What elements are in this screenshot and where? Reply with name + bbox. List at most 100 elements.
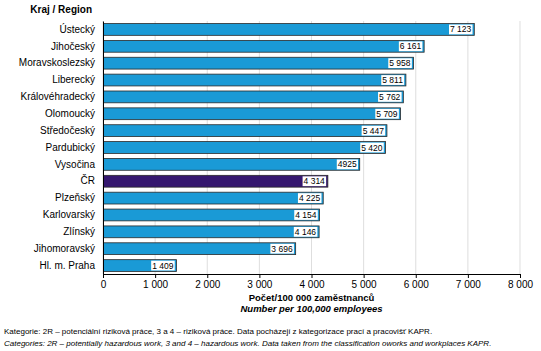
data-label-group: 7 123: [449, 24, 473, 34]
x-tick-label: 1 000: [143, 279, 168, 290]
grid-line: [415, 21, 416, 274]
data-label-group: 6 161: [399, 41, 423, 51]
y-tick: Středočeský: [40, 125, 103, 136]
data-label-bg: [294, 227, 318, 237]
bar: [103, 142, 386, 154]
x-tick: 7 000: [456, 274, 481, 290]
y-tick-label: ČR: [81, 174, 95, 186]
x-axis-title: Number per 100,000 employees: [240, 303, 382, 314]
x-tick-mark: [312, 274, 313, 278]
bar: [103, 40, 424, 52]
data-label: 4 225: [299, 193, 321, 203]
data-label: 3 696: [271, 244, 293, 254]
x-tick-label: 4 000: [299, 279, 324, 290]
data-label-bg: [270, 244, 294, 254]
x-tick: 3 000: [247, 274, 272, 290]
y-tick: Ústecký: [59, 23, 103, 35]
x-tick-mark: [259, 274, 260, 278]
bar: [103, 108, 401, 120]
x-tick-mark: [364, 274, 365, 278]
y-tick-label: Pardubický: [46, 142, 95, 153]
y-tick-label: Ústecký: [59, 23, 95, 35]
x-axis: 0 1 000 2 000 3 000 4 000 5 000 6 000 7 000 8 00…: [101, 274, 534, 290]
x-tick: 1 000: [143, 274, 168, 290]
y-tick-label: Jihomoravský: [34, 243, 95, 254]
data-label-group: 4 154: [294, 210, 318, 220]
x-tick-label: 0: [101, 279, 107, 290]
y-tick: Hl. m. Praha: [39, 260, 103, 271]
data-label-group: 4 146: [294, 227, 318, 237]
data-label-group: 4 314: [303, 176, 327, 186]
y-tick-label: Vysočina: [55, 159, 96, 170]
bar: [103, 192, 323, 204]
data-label-bg: [294, 210, 318, 220]
y-tick-label: Královéhradecký: [21, 91, 95, 102]
bar: [103, 91, 403, 103]
data-label-group: 3 696: [270, 244, 294, 254]
data-label: 6 161: [400, 41, 422, 51]
data-label: 4925: [338, 159, 357, 169]
bar: [103, 226, 319, 238]
y-tick: Moravskoslezský: [19, 57, 103, 68]
y-tick-label: Hl. m. Praha: [39, 260, 95, 271]
y-axis-line: [103, 22, 104, 275]
x-tick-label: 3 000: [247, 279, 272, 290]
data-label: 1 409: [152, 261, 174, 271]
x-tick-label: 2 000: [195, 279, 220, 290]
y-tick: Olomoucký: [45, 108, 103, 119]
y-tick: ČR: [81, 174, 103, 186]
data-label-bg: [362, 126, 386, 136]
data-label-group: 5 762: [378, 92, 402, 102]
bar: [103, 175, 328, 187]
y-tick-label: Karlovarský: [43, 209, 95, 220]
x-tick: 5 000: [352, 274, 377, 290]
x-tick-mark: [103, 274, 104, 278]
x-tick-label: 8 000: [508, 279, 533, 290]
y-tick-label: Plzeňský: [55, 192, 95, 203]
y-tick: Liberecký: [52, 74, 103, 85]
data-label-bg: [151, 261, 175, 271]
data-label-bg: [298, 193, 322, 203]
data-label-bg: [388, 58, 412, 68]
bars: [103, 24, 474, 272]
y-tick-label: Olomoucký: [45, 108, 95, 119]
y-tick-label: Jihočeský: [51, 41, 95, 52]
data-label-group: 5 709: [375, 109, 399, 119]
y-tick-label: Liberecký: [52, 74, 95, 85]
x-tick-label: 5 000: [352, 279, 377, 290]
data-label: 5 709: [376, 109, 398, 119]
y-axis-title: Kraj / Region: [30, 4, 92, 15]
chart: 0 1 000 2 000 3 000 4 000 5 000 6 000 7 000 8 00…: [0, 0, 541, 351]
x-axis-line: [104, 275, 521, 279]
x-tick: 0: [101, 274, 107, 290]
x-tick: 4 000: [299, 274, 324, 290]
y-tick: Plzeňský: [55, 192, 103, 203]
data-label: 5 420: [361, 143, 383, 153]
y-tick: Pardubický: [46, 142, 103, 153]
x-tick: 2 000: [195, 274, 220, 290]
data-label-group: 4 225: [298, 193, 322, 203]
x-tick-mark: [468, 274, 469, 278]
x-tick: 6 000: [404, 274, 429, 290]
y-tick: Vysočina: [55, 159, 103, 170]
footnote: Categories: 2R – potentially hazardous w…: [4, 339, 491, 348]
bar: [103, 125, 387, 137]
y-tick-label: Zlínský: [63, 226, 95, 237]
data-label: 7 123: [450, 24, 472, 34]
x-tick-mark: [416, 274, 417, 278]
y-tick: Jihočeský: [51, 41, 103, 52]
data-label: 4 146: [295, 227, 317, 237]
bar: [103, 209, 320, 221]
data-label: 5 811: [382, 75, 403, 85]
bar: [103, 243, 296, 255]
data-label-bg: [360, 143, 384, 153]
y-tick: Královéhradecký: [21, 91, 103, 102]
data-label-group: 5 811: [381, 75, 404, 85]
data-label: 4 314: [304, 176, 326, 186]
data-labels: 7 1236 1615 9585 8115 7625 7095 4475 420…: [151, 24, 472, 270]
data-label: 4 154: [295, 210, 317, 220]
data-label: 5 762: [379, 92, 401, 102]
x-axis-title: Počet/100 000 zaměstnanců: [249, 292, 375, 303]
y-tick: Karlovarský: [43, 209, 103, 220]
grid: [103, 21, 520, 274]
